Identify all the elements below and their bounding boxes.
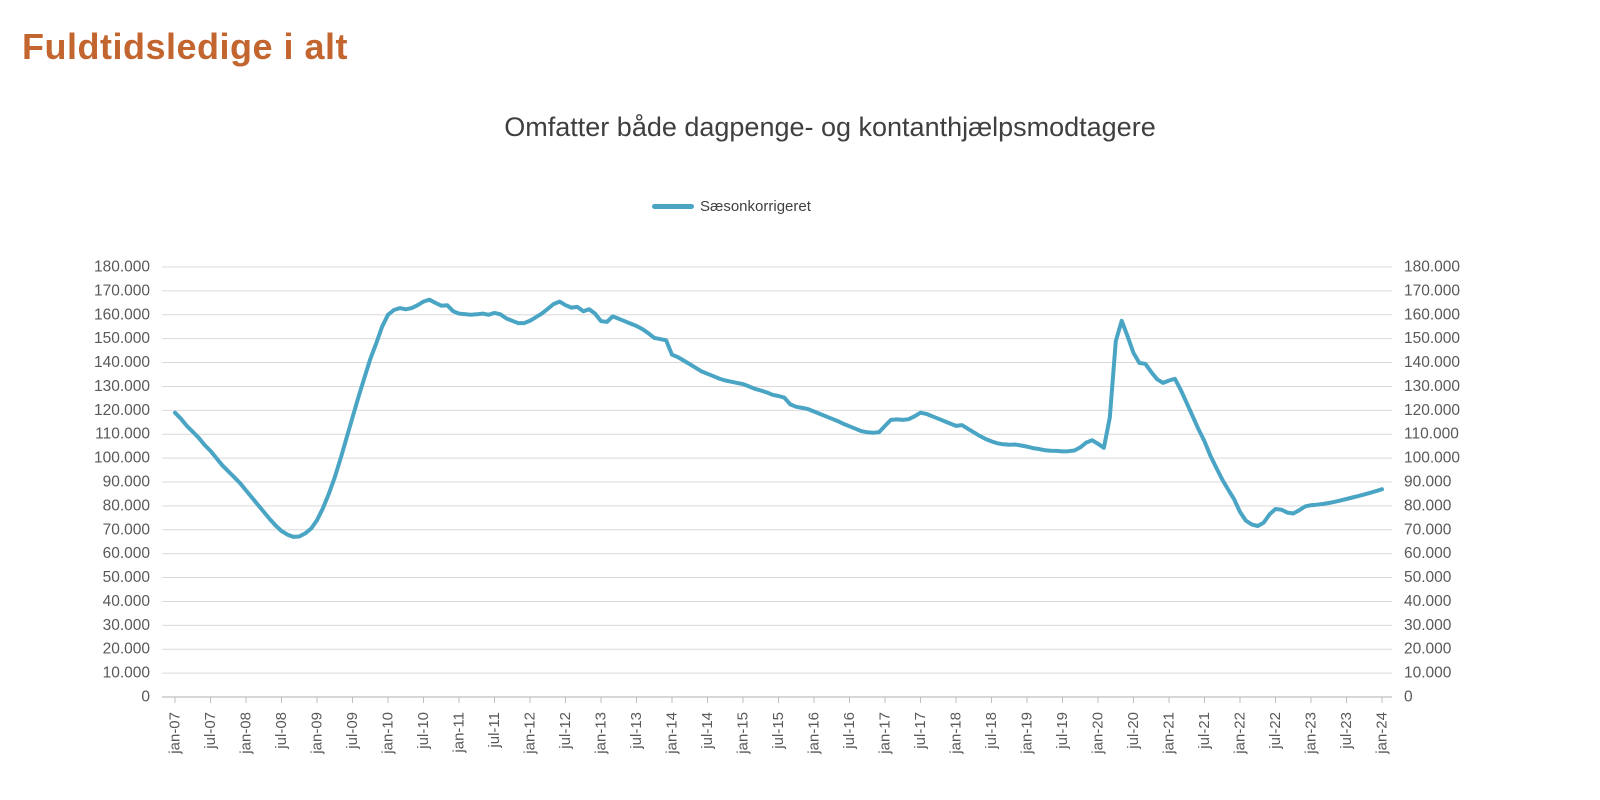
- x-axis-label: jan-08: [238, 712, 255, 755]
- x-axis-label: jul-21: [1196, 712, 1213, 750]
- x-axis-label: jan-19: [1019, 712, 1036, 755]
- y-axis-label-right: 120.000: [1404, 402, 1460, 419]
- series-line-saesonkorrigeret: [173, 297, 1384, 539]
- x-axis-label: jul-14: [699, 712, 716, 750]
- y-axis-label-right: 0: [1404, 689, 1413, 706]
- x-axis-label: jan-22: [1232, 712, 1249, 755]
- x-axis-label: jan-09: [309, 712, 326, 755]
- chart-legend: Sæsonkorrigeret: [652, 198, 811, 215]
- y-axis-label-right: 30.000: [1404, 617, 1452, 634]
- x-axis-label: jan-14: [664, 712, 681, 755]
- x-axis-label: jan-23: [1303, 712, 1320, 755]
- x-axis-label: jul-15: [770, 712, 787, 750]
- y-axis-label-right: 60.000: [1404, 545, 1452, 562]
- x-axis-label: jul-12: [557, 712, 574, 750]
- x-axis-label: jan-11: [451, 712, 468, 754]
- y-axis-label-left: 0: [141, 689, 150, 706]
- chart-title: Omfatter både dagpenge- og kontanthjælps…: [504, 112, 1156, 142]
- y-axis-label-right: 130.000: [1404, 378, 1460, 395]
- x-axis-label: jul-16: [841, 712, 858, 750]
- y-axis-label-left: 140.000: [94, 354, 150, 371]
- x-axis-label: jul-22: [1267, 712, 1284, 750]
- x-axis-label: jul-23: [1338, 712, 1355, 750]
- x-axis-label: jul-10: [415, 712, 432, 750]
- y-axis-label-right: 20.000: [1404, 641, 1452, 658]
- y-axis-label-right: 40.000: [1404, 593, 1452, 610]
- x-axis-label: jan-16: [806, 712, 823, 755]
- y-axis-label-left: 130.000: [94, 378, 150, 395]
- x-axis-label: jan-10: [380, 712, 397, 755]
- x-axis-label: jul-18: [983, 712, 1000, 750]
- x-axis-label: jul-08: [273, 712, 290, 750]
- x-axis-label: jul-19: [1054, 712, 1071, 750]
- y-axis-label-left: 10.000: [103, 665, 151, 682]
- x-axis-label: jul-11: [486, 712, 503, 749]
- y-axis-label-left: 40.000: [103, 593, 151, 610]
- y-axis-label-left: 160.000: [94, 306, 150, 323]
- y-axis-label-left: 100.000: [94, 450, 150, 467]
- y-axis-label-right: 70.000: [1404, 521, 1452, 538]
- x-axis-label: jul-09: [344, 712, 361, 750]
- y-axis-label-left: 60.000: [103, 545, 151, 562]
- x-axis-label: jan-24: [1374, 712, 1391, 755]
- y-axis-label-right: 150.000: [1404, 330, 1460, 347]
- y-axis-label-left: 70.000: [103, 521, 151, 538]
- y-axis-label-right: 50.000: [1404, 569, 1452, 586]
- y-axis-label-left: 80.000: [103, 497, 151, 514]
- legend-label: Sæsonkorrigeret: [700, 198, 811, 215]
- y-axis-label-left: 20.000: [103, 641, 151, 658]
- x-axis-label: jan-07: [167, 712, 184, 755]
- y-axis-label-left: 90.000: [103, 474, 151, 491]
- x-axis-label: jan-13: [593, 712, 610, 755]
- page-title: Fuldtidsledige i alt: [22, 26, 349, 67]
- y-axis-label-left: 180.000: [94, 259, 150, 276]
- y-axis-label-right: 160.000: [1404, 306, 1460, 323]
- x-axis-label: jul-17: [912, 712, 929, 750]
- y-axis-label-left: 150.000: [94, 330, 150, 347]
- y-axis-label-right: 80.000: [1404, 497, 1452, 514]
- y-axis-label-left: 170.000: [94, 282, 150, 299]
- legend-line-swatch: [652, 204, 694, 209]
- y-axis-label-left: 120.000: [94, 402, 150, 419]
- y-axis-label-left: 30.000: [103, 617, 151, 634]
- x-axis-label: jan-15: [735, 712, 752, 755]
- x-axis-label: jul-13: [628, 712, 645, 750]
- y-axis-label-right: 90.000: [1404, 474, 1452, 491]
- x-axis-label: jan-21: [1161, 712, 1178, 755]
- y-axis-label-left: 110.000: [95, 426, 150, 443]
- x-axis-label: jan-17: [877, 712, 894, 755]
- y-axis-label-right: 170.000: [1404, 282, 1460, 299]
- y-axis-label-right: 110.000: [1404, 426, 1459, 443]
- y-axis-label-right: 180.000: [1404, 259, 1460, 276]
- x-axis-label: jul-07: [202, 712, 219, 750]
- x-axis-label: jan-12: [522, 712, 539, 755]
- y-axis-label-right: 100.000: [1404, 450, 1460, 467]
- y-axis-label-right: 140.000: [1404, 354, 1460, 371]
- y-axis-label-left: 50.000: [103, 569, 151, 586]
- y-axis-label-right: 10.000: [1404, 665, 1452, 682]
- x-axis-label: jan-20: [1090, 712, 1107, 755]
- x-axis-label: jan-18: [948, 712, 965, 755]
- x-axis-label: jul-20: [1125, 712, 1142, 750]
